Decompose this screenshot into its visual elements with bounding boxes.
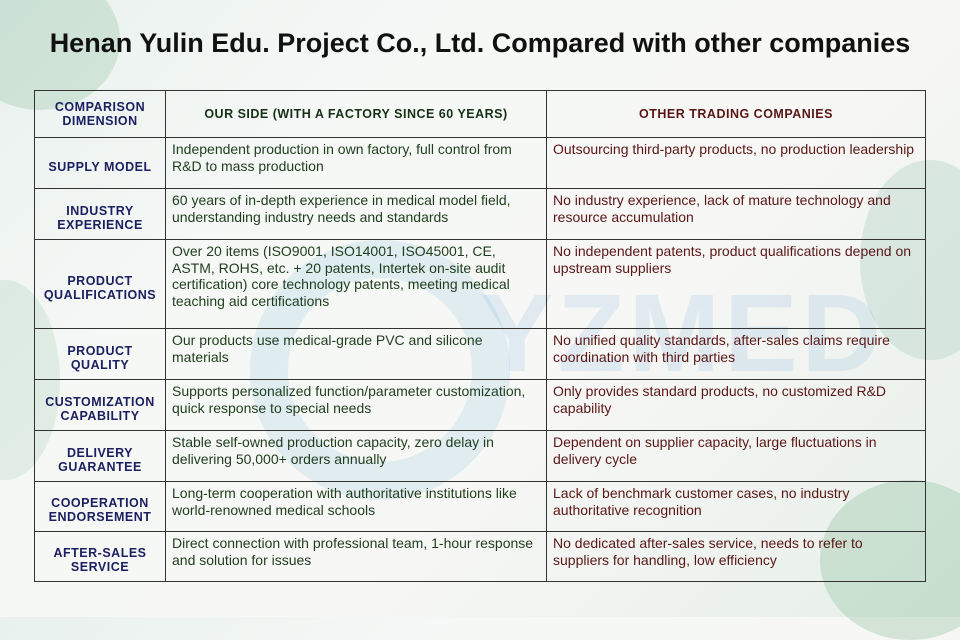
cell-ours: Direct connection with professional team… bbox=[165, 531, 547, 582]
cell-dimension: AFTER-SALES SERVICE bbox=[34, 531, 166, 582]
table-row: COOPERATION ENDORSEMENT Long-term coopera… bbox=[34, 481, 926, 532]
cell-ours: Over 20 items (ISO9001, ISO14001, ISO450… bbox=[165, 239, 547, 329]
header-other: OTHER TRADING COMPANIES bbox=[546, 90, 926, 138]
cell-ours: Stable self-owned production capacity, z… bbox=[165, 430, 547, 482]
table-header-row: COMPARISON DIMENSION OUR SIDE (WITH A FA… bbox=[34, 90, 926, 138]
table-row: INDUSTRY EXPERIENCE 60 years of in-depth … bbox=[34, 188, 926, 240]
cell-other: Dependent on supplier capacity, large fl… bbox=[546, 430, 926, 482]
table-row: PRODUCT QUALIFICATIONS Over 20 items (ISO… bbox=[34, 239, 926, 329]
cell-other: Outsourcing third-party products, no pro… bbox=[546, 137, 926, 189]
cell-ours: Independent production in own factory, f… bbox=[165, 137, 547, 189]
cell-dimension: SUPPLY MODEL bbox=[34, 137, 166, 189]
cell-ours: 60 years of in-depth experience in medic… bbox=[165, 188, 547, 240]
cell-ours: Our products use medical-grade PVC and s… bbox=[165, 328, 547, 380]
table-row: PRODUCT QUALITY Our products use medical-… bbox=[34, 328, 926, 380]
header-dimension: COMPARISON DIMENSION bbox=[34, 90, 166, 138]
cell-other: No industry experience, lack of mature t… bbox=[546, 188, 926, 240]
cell-dimension: COOPERATION ENDORSEMENT bbox=[34, 481, 166, 532]
cell-other: No dedicated after-sales service, needs … bbox=[546, 531, 926, 582]
cell-dimension: CUSTOMIZATION CAPABILITY bbox=[34, 379, 166, 431]
table-row: DELIVERY GUARANTEE Stable self-owned prod… bbox=[34, 430, 926, 482]
table-row: AFTER-SALES SERVICE Direct connection wit… bbox=[34, 531, 926, 582]
cell-dimension: PRODUCT QUALITY bbox=[34, 328, 166, 380]
cell-dimension: PRODUCT QUALIFICATIONS bbox=[34, 239, 166, 329]
cell-ours: Long-term cooperation with authoritative… bbox=[165, 481, 547, 532]
header-ours: OUR SIDE (WITH A FACTORY SINCE 60 YEARS) bbox=[165, 90, 547, 138]
cell-dimension: INDUSTRY EXPERIENCE bbox=[34, 188, 166, 240]
table-row: SUPPLY MODEL Independent production in ow… bbox=[34, 137, 926, 189]
comparison-table: COMPARISON DIMENSION OUR SIDE (WITH A FA… bbox=[34, 90, 926, 582]
cell-dimension: DELIVERY GUARANTEE bbox=[34, 430, 166, 482]
cell-other: No unified quality standards, after-sale… bbox=[546, 328, 926, 380]
cell-ours: Supports personalized function/parameter… bbox=[165, 379, 547, 431]
cell-other: No independent patents, product qualific… bbox=[546, 239, 926, 329]
table-row: CUSTOMIZATION CAPABILITY Supports persona… bbox=[34, 379, 926, 431]
cell-other: Lack of benchmark customer cases, no ind… bbox=[546, 481, 926, 532]
page-title: Henan Yulin Edu. Project Co., Ltd. Compa… bbox=[49, 28, 911, 58]
cell-other: Only provides standard products, no cust… bbox=[546, 379, 926, 431]
